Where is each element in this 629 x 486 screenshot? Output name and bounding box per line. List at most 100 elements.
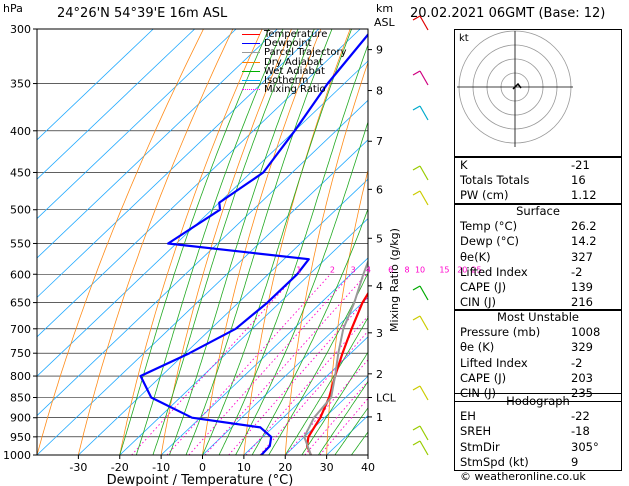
most-unstable-table: Most Unstable Pressure (mb) 1008 θe (K) 329… (454, 309, 622, 403)
pressure-tick-label: 650 (10, 297, 31, 310)
row-value: 26.2 (571, 219, 597, 234)
isotherm-line (78, 178, 368, 455)
row-value: -21 (571, 158, 590, 172)
pressure-tick-label: 350 (10, 78, 31, 91)
table-row: StmSpd (kt) 9 (455, 455, 621, 470)
x-tick-label: 0 (199, 461, 206, 474)
mixing-ratio-line (319, 397, 368, 455)
isotherm-line (37, 29, 195, 180)
x-tick-label: -20 (111, 461, 129, 474)
wet-adiabat-line (202, 29, 352, 455)
isotherm-line (37, 139, 368, 455)
hodograph-table: Hodograph EH -22 SREH -18 StmDir 305° StmSpd (… (454, 393, 622, 471)
wind-barb-flag (412, 425, 421, 431)
height-tick-label: 1 (376, 411, 383, 424)
isotherm-line (37, 29, 237, 220)
height-tick-label: 9 (376, 44, 383, 57)
pressure-tick-label: 850 (10, 391, 31, 404)
pressure-tick-label: 450 (10, 166, 31, 179)
height-tick-label: 2 (376, 368, 383, 381)
wet-adiabat-line (169, 29, 315, 455)
isotherm-line (160, 257, 368, 455)
row-label: Pressure (mb) (460, 325, 541, 340)
surface-title: Surface (516, 204, 560, 218)
row-value: 9 (571, 454, 579, 469)
row-label: θe(K) (460, 249, 491, 264)
row-value: -2 (571, 264, 583, 279)
x-tick-label: 20 (278, 461, 292, 474)
hodograph-trace (512, 82, 522, 90)
legend-item: Dewpoint (242, 39, 347, 49)
x-tick-label: -30 (69, 461, 87, 474)
pressure-tick-label: 600 (10, 268, 31, 281)
dewpoint-line (139, 32, 368, 455)
wind-barb (419, 385, 429, 401)
wind-barb-flag (412, 440, 421, 446)
isotherm-line (37, 29, 320, 298)
isotherm-line (37, 29, 278, 259)
wind-barb (419, 105, 429, 121)
table-row: EH -22 (455, 409, 621, 424)
row-value: -22 (571, 409, 590, 424)
row-label: Totals Totals (460, 173, 530, 188)
height-tick-label: 3 (376, 327, 383, 340)
row-label: PW (cm) (460, 188, 509, 203)
table-row: Dewp (°C) 14.2 (455, 234, 621, 249)
isotherm-line (37, 29, 361, 338)
x-tick-label: 10 (237, 461, 251, 474)
pressure-tick-label: 800 (10, 370, 31, 383)
legend-item: Dry Adiabat (242, 57, 347, 67)
row-value: 327 (571, 249, 593, 264)
wind-barb-flag (412, 190, 421, 196)
row-label: SREH (460, 424, 492, 439)
dry-adiabat-line (78, 29, 234, 455)
legend-swatch (242, 70, 260, 72)
wind-barb (419, 425, 429, 441)
wet-adiabat-line (119, 29, 270, 455)
wet-adiabat-line (251, 207, 368, 455)
row-value: 216 (571, 295, 593, 310)
height-tick-label: 5 (376, 232, 383, 245)
wet-adiabat-line (135, 29, 284, 455)
wind-barb (419, 440, 429, 456)
x-tick-label: 40 (361, 461, 375, 474)
row-value: -2 (571, 355, 583, 370)
pressure-tick-label: 300 (10, 23, 31, 36)
legend-item: Temperature (242, 29, 347, 40)
table-row: StmDir 305° (455, 440, 621, 455)
dry-adiabat-line (160, 29, 292, 455)
dry-adiabat-line (119, 29, 263, 455)
mixing-ratio-label: 4 (366, 265, 371, 274)
legend-item: Mixing Ratio (242, 85, 347, 95)
mixing-ratio-label: 3 (351, 265, 356, 274)
wind-barb (419, 285, 429, 301)
row-label: Lifted Index (460, 264, 528, 279)
legend-swatch (242, 52, 260, 54)
pressure-tick-label: 900 (10, 412, 31, 425)
row-value: 329 (571, 340, 593, 355)
row-label: CAPE (J) (460, 279, 507, 294)
row-value: 139 (571, 279, 593, 294)
table-row: SREH -18 (455, 424, 621, 439)
table-row: CIN (J) 216 (455, 295, 621, 310)
legend-swatch (242, 43, 260, 45)
x-axis-label: Dewpoint / Temperature (°C) (107, 473, 294, 486)
isotherm-line (37, 29, 154, 141)
x-tick-label: 30 (320, 461, 334, 474)
wind-barb-flag (412, 385, 421, 391)
location-title: 24°26'N 54°39'E 16m ASL (57, 6, 228, 21)
hodograph-unit-label: kt (459, 33, 469, 44)
wet-adiabat-line (218, 43, 368, 455)
table-row: Temp (°C) 26.2 (455, 219, 621, 234)
isotherm-line (243, 336, 368, 455)
mixing-ratio-line (131, 273, 298, 455)
mixing-ratio-line (204, 273, 367, 455)
legend-item: Parcel Trajectory (242, 48, 347, 58)
wind-barb-flag (412, 70, 421, 76)
mixing-ratio-line (228, 296, 368, 455)
row-label: Lifted Index (460, 355, 528, 370)
wind-barb-flag (412, 315, 421, 321)
height-tick-label: 4 (376, 280, 383, 293)
wind-barb (419, 15, 429, 31)
